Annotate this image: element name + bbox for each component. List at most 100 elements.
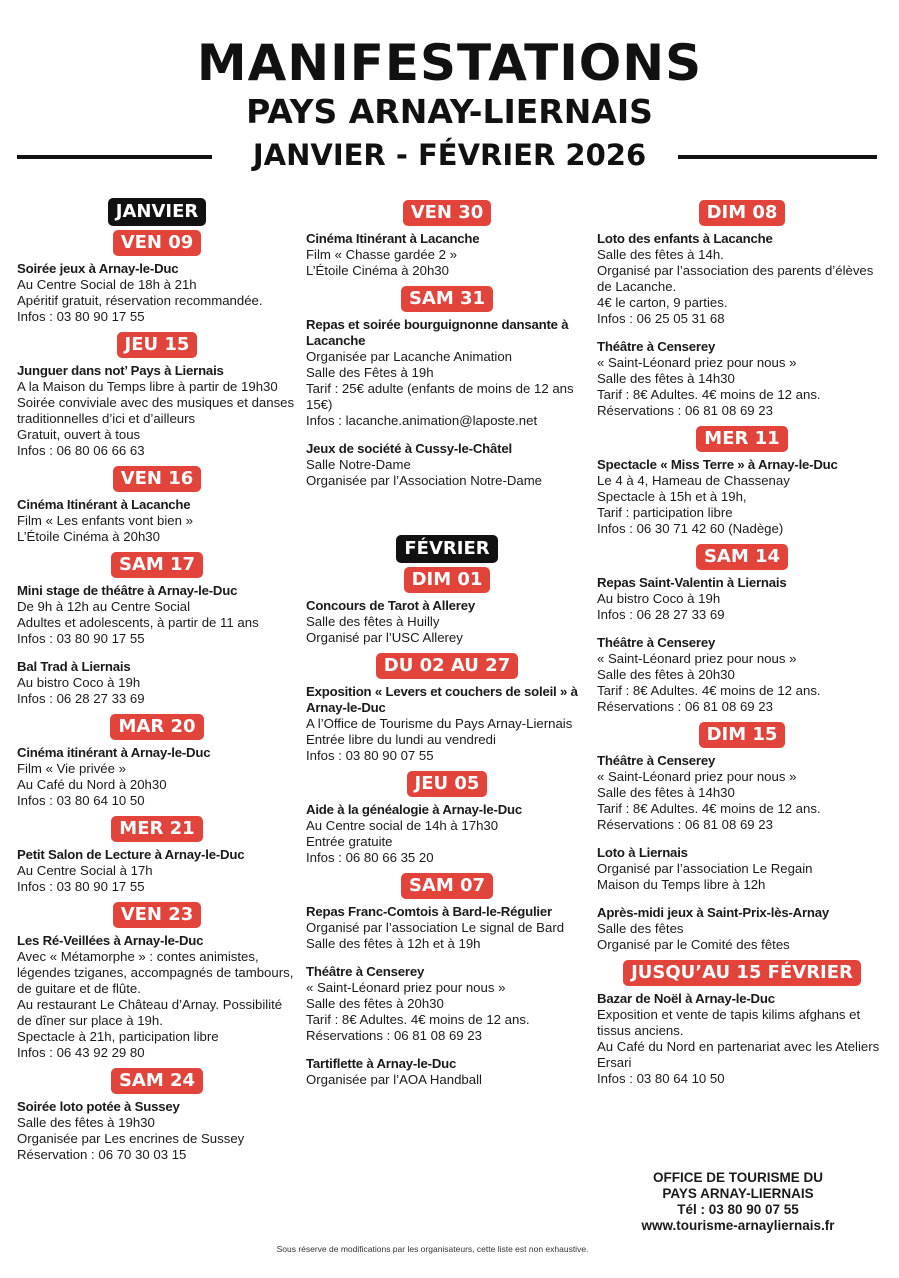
date-badge: DIM 08 [698,200,786,226]
event-detail: « Saint-Léonard priez pour nous » [597,769,797,784]
event-detail: Infos : 06 28 27 33 69 [17,691,145,706]
date-badge: VEN 23 [112,902,202,928]
divider-left [17,155,212,159]
office-website[interactable]: www.tourisme-arnayliernais.fr [641,1218,835,1233]
event-item: Théâtre à Censerey « Saint-Léonard priez … [597,339,887,419]
event-title: Bazar de Noël à Arnay-le-Duc [597,991,775,1006]
event-detail: Infos : 06 30 71 42 60 (Nadège) [597,521,784,536]
event-detail: Entrée libre du lundi au vendredi [306,732,496,747]
event-detail: Salle des fêtes à 14h30 [597,785,735,800]
month-heading: JANVIER [107,198,207,226]
event-detail: Au Centre social de 14h à 17h30 [306,818,499,833]
event-item: Aide à la généalogie à Arnay-le-Duc Au Ce… [306,802,588,866]
event-item: Loto des enfants à Lacanche Salle des fêt… [597,231,887,327]
event-detail: De 9h à 12h au Centre Social [17,599,191,614]
event-title: Soirée loto potée à Sussey [17,1099,180,1114]
event-detail: Salle des fêtes à 14h30 [597,371,735,386]
event-title: Cinéma Itinérant à Lacanche [306,231,480,246]
column-2: VEN 30 Cinéma Itinérant à Lacanche Film « … [306,198,588,1100]
event-detail: Film « Chasse gardée 2 » [306,247,457,262]
event-title: Loto à Liernais [597,845,688,860]
event-title: Cinéma Itinérant à Lacanche [17,497,191,512]
event-detail: Organisée par Lacanche Animation [306,349,513,364]
date-badge: JEU 15 [116,332,198,358]
event-detail: Apéritif gratuit, réservation recommandé… [17,293,263,308]
event-detail: Réservation : 06 70 30 03 15 [17,1147,187,1162]
event-detail: Infos : 06 28 27 33 69 [597,607,725,622]
event-detail: Spectacle à 15h et à 19h, [597,489,747,504]
event-item: Soirée loto potée à Sussey Salle des fête… [17,1099,297,1163]
event-detail: Au Café du Nord à 20h30 [17,777,167,792]
event-detail: Tarif : 8€ Adultes. 4€ moins de 12 ans. [306,1012,530,1027]
event-detail: Salle des fêtes à 14h. [597,247,724,262]
event-item: Petit Salon de Lecture à Arnay-le-Duc Au … [17,847,297,895]
date-badge: DIM 15 [698,722,786,748]
event-detail: Organisé par l’USC Allerey [306,630,463,645]
event-item: Cinéma Itinérant à Lacanche Film « Chasse… [306,231,588,279]
event-detail: Au restaurant Le Château d’Arnay. Possib… [17,997,283,1028]
event-detail: Organisé par l’association des parents d… [597,263,874,294]
column-1: JANVIER VEN 09 Soirée jeux à Arnay-le-Duc A… [17,198,297,1175]
event-detail: Salle des fêtes à 19h30 [17,1115,155,1130]
event-detail: Tarif : participation libre [597,505,733,520]
event-item: Théâtre à Censerey « Saint-Léonard priez … [597,635,887,715]
event-title: Concours de Tarot à Allerey [306,598,476,613]
event-item: Mini stage de théâtre à Arnay-le-Duc De 9… [17,583,297,647]
event-detail: Avec « Métamorphe » : contes animistes, … [17,949,294,996]
event-detail: A la Maison du Temps libre à partir de 1… [17,379,278,394]
event-detail: Organisée par Les encrines de Sussey [17,1131,245,1146]
date-badge: SAM 24 [110,1068,204,1094]
poster-title: MANIFESTATIONS [196,34,703,92]
date-badge: SAM 07 [400,873,494,899]
event-detail: Film « Les enfants vont bien » [17,513,193,528]
event-detail: Infos : 03 80 64 10 50 [17,793,145,808]
event-detail: Salle des Fêtes à 19h [306,365,434,380]
column-3: DIM 08 Loto des enfants à Lacanche Salle d… [597,198,887,1099]
event-item: Bal Trad à Liernais Au bistro Coco à 19h I… [17,659,297,707]
date-badge: SAM 14 [695,544,789,570]
event-detail: Tarif : 8€ Adultes. 4€ moins de 12 ans. [597,801,821,816]
event-detail: Salle des fêtes à 20h30 [597,667,735,682]
event-item: Cinéma Itinérant à Lacanche Film « Les en… [17,497,297,545]
divider-right [678,155,877,159]
event-title: Théâtre à Censerey [597,339,716,354]
event-detail: A l’Office de Tourisme du Pays Arnay-Lie… [306,716,573,731]
event-item: Théâtre à Censerey « Saint-Léonard priez … [306,964,588,1044]
event-detail: Tarif : 25€ adulte (enfants de moins de … [306,381,574,412]
event-detail: Infos : 03 80 90 07 55 [306,748,434,763]
date-badge: VEN 16 [112,466,202,492]
event-detail: Réservations : 06 81 08 69 23 [597,403,773,418]
event-detail: Infos : 06 80 66 35 20 [306,850,434,865]
event-item: Repas Saint-Valentin à Liernais Au bistro… [597,575,887,623]
event-detail: Le 4 à 4, Hameau de Chassenay [597,473,790,488]
event-title: Repas Franc-Comtois à Bard-le-Régulier [306,904,552,919]
event-title: Loto des enfants à Lacanche [597,231,773,246]
office-name-line1: OFFICE DE TOURISME DU [652,1170,823,1185]
date-badge: SAM 31 [400,286,494,312]
event-detail: Entrée gratuite [306,834,393,849]
event-detail: Soirée conviviale avec des musiques et d… [17,395,295,426]
event-detail: Tarif : 8€ Adultes. 4€ moins de 12 ans. [597,387,821,402]
event-title: Soirée jeux à Arnay-le-Duc [17,261,179,276]
event-detail: Film « Vie privée » [17,761,126,776]
event-title: Après-midi jeux à Saint-Prix-lès-Arnay [597,905,830,920]
event-item: Loto à Liernais Organisé par l’associatio… [597,845,887,893]
event-title: Exposition « Levers et couchers de solei… [306,684,578,715]
date-badge: MER 11 [696,426,788,452]
event-detail: Infos : 06 43 92 29 80 [17,1045,145,1060]
event-detail: L’Étoile Cinéma à 20h30 [17,529,160,544]
event-title: Théâtre à Censerey [597,753,716,768]
event-detail: Infos : 06 80 06 66 63 [17,443,145,458]
event-title: Bal Trad à Liernais [17,659,131,674]
date-badge: DU 02 AU 27 [375,653,519,679]
event-title: Junguer dans not’ Pays à Liernais [17,363,224,378]
event-title: Jeux de société à Cussy-le-Châtel [306,441,512,456]
event-detail: « Saint-Léonard priez pour nous » [597,355,797,370]
date-badge: MAR 20 [110,714,204,740]
event-item: Bazar de Noël à Arnay-le-Duc Exposition e… [597,991,887,1087]
event-title: Aide à la généalogie à Arnay-le-Duc [306,802,523,817]
month-heading: FÉVRIER [396,535,498,563]
poster-subtitle: PAYS ARNAY-LIERNAIS [246,92,653,131]
event-detail: Au Centre Social à 17h [17,863,153,878]
event-title: Les Ré-Veillées à Arnay-le-Duc [17,933,204,948]
